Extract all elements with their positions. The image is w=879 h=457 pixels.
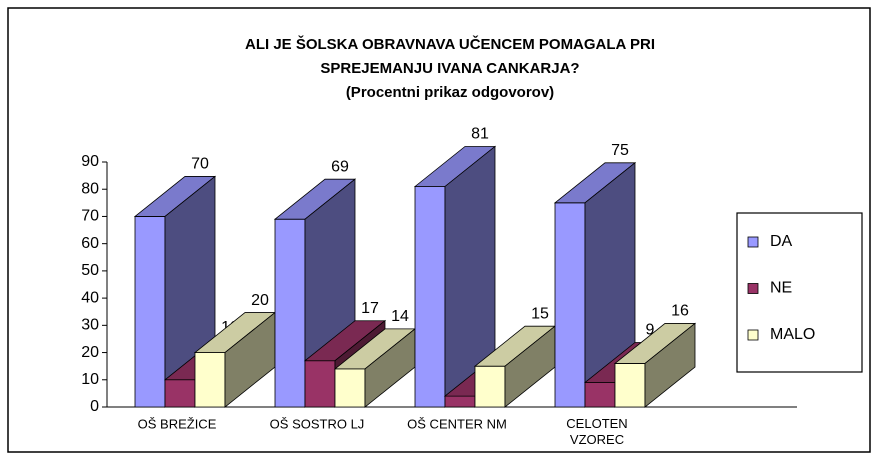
value-label: 15 [531, 305, 549, 322]
value-label: 17 [361, 300, 379, 317]
bar-front [164, 379, 196, 408]
bar-side [644, 322, 696, 408]
bar [193, 311, 277, 408]
value-label: 16 [671, 303, 689, 320]
bar-front [444, 395, 476, 408]
y-tick-label: 60 [81, 235, 99, 252]
bar-front [554, 202, 586, 408]
chart-subtitle: (Procentni prikaz odgovorov) [346, 84, 554, 101]
bar-front [584, 382, 616, 408]
bar-front [334, 368, 366, 408]
legend-swatch [747, 236, 759, 248]
x-tick-label: OŠ SOSTRO LJ [270, 416, 365, 431]
x-tick-label-line: CELOTEN [566, 416, 627, 431]
bar-front [474, 365, 506, 408]
chart-title: SPREJEMANJU IVANA CANKARJA? [320, 60, 579, 77]
y-tick-label: 30 [81, 317, 99, 334]
value-label: 9 [646, 322, 655, 339]
bar-front [274, 218, 306, 408]
value-label: 75 [611, 142, 629, 159]
value-label: 14 [391, 308, 409, 325]
y-tick-label: 50 [81, 262, 99, 279]
legend-label: DA [770, 233, 793, 250]
bar-front [614, 363, 646, 408]
bar-front [414, 186, 446, 408]
value-label: 81 [471, 126, 489, 143]
bar-front [304, 360, 336, 408]
x-tick-label: CELOTEN VZOREC [566, 416, 627, 447]
x-tick-label-line: VZOREC [570, 432, 624, 447]
value-label: 20 [251, 292, 269, 309]
x-tick-label: OŠ BREŽICE [138, 416, 217, 431]
bar-front [134, 216, 166, 408]
x-tick-label: OŠ CENTER NM [407, 416, 507, 431]
y-tick-label: 90 [81, 153, 99, 170]
y-tick-label: 10 [81, 371, 99, 388]
legend-swatch [747, 329, 759, 341]
bar [613, 322, 697, 408]
bar-front [194, 352, 226, 408]
legend-label: MALO [770, 326, 815, 343]
bar [413, 145, 497, 408]
bar [553, 162, 637, 408]
y-tick-label: 70 [81, 208, 99, 225]
value-label: 70 [191, 156, 209, 173]
legend-swatch [747, 283, 759, 294]
y-tick-label: 20 [81, 344, 99, 361]
bar [333, 328, 417, 408]
y-tick-label: 80 [81, 180, 99, 197]
y-tick-label: 40 [81, 289, 99, 306]
legend-label: NE [770, 280, 792, 297]
y-tick-label: 0 [90, 398, 99, 415]
chart-title: ALI JE ŠOLSKA OBRAVNAVA UČENCEM POMAGALA… [245, 35, 655, 53]
value-label: 69 [331, 158, 349, 175]
